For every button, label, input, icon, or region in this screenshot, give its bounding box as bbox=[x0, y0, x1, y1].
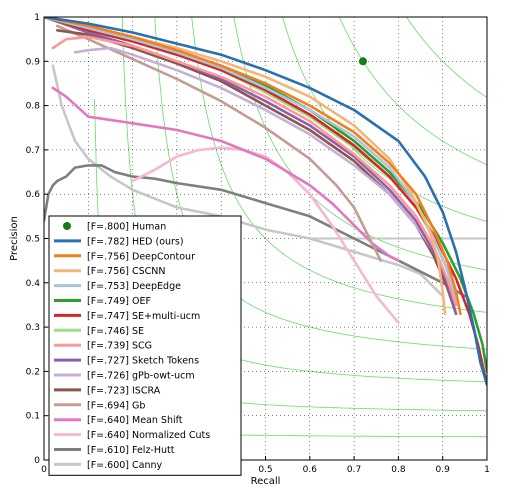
y-tick-label: 0.3 bbox=[26, 323, 40, 333]
iso-f-curve bbox=[282, 17, 487, 222]
legend-label: [F=.756] CSCNN bbox=[87, 266, 166, 277]
legend-label: [F=.800] Human bbox=[87, 222, 166, 233]
y-tick-label: 0.7 bbox=[26, 146, 40, 156]
series-line bbox=[44, 164, 467, 298]
series-line bbox=[131, 146, 400, 324]
series-line bbox=[44, 17, 458, 298]
legend-label: [F=.726] gPb-owt-ucm bbox=[87, 371, 195, 382]
x-tick-label: 0.8 bbox=[391, 465, 406, 475]
legend-label: [F=.747] SE+multi-ucm bbox=[87, 311, 200, 322]
y-tick-label: 0.4 bbox=[26, 279, 41, 289]
x-tick-label: 0.6 bbox=[303, 465, 318, 475]
legend-label: [F=.756] DeepContour bbox=[87, 251, 195, 262]
series-line bbox=[56, 29, 458, 316]
y-tick-label: 0.2 bbox=[26, 367, 40, 377]
y-axis-label: Precision bbox=[9, 216, 20, 261]
legend-marker-human bbox=[63, 222, 71, 230]
legend-label: [F=.640] Mean Shift bbox=[87, 415, 183, 426]
series-line bbox=[44, 17, 487, 386]
legend-label: [F=.782] HED (ours) bbox=[87, 236, 184, 247]
legend-label: [F=.749] OEF bbox=[87, 296, 151, 307]
y-tick-label: 0.6 bbox=[26, 190, 41, 200]
legend-label: [F=.600] Canny bbox=[87, 460, 163, 471]
legend-label: [F=.753] DeepEdge bbox=[87, 281, 181, 292]
y-tick-label: 0.1 bbox=[26, 412, 40, 422]
y-tick-label: 1 bbox=[34, 13, 40, 23]
series-layer bbox=[44, 17, 487, 386]
x-tick-label: 1 bbox=[484, 465, 490, 475]
series-line bbox=[44, 17, 487, 386]
x-tick-label: 0.5 bbox=[258, 465, 272, 475]
legend-label: [F=.610] Felz-Hutt bbox=[87, 445, 175, 456]
x-tick-label: 0 bbox=[41, 465, 47, 475]
x-tick-label: 0.9 bbox=[436, 465, 451, 475]
legend-label: [F=.727] Sketch Tokens bbox=[87, 356, 199, 367]
series-line bbox=[51, 64, 444, 298]
iso-f-curve bbox=[191, 17, 487, 313]
legend-label: [F=.694] Gb bbox=[87, 400, 145, 411]
legend: [F=.800] Human [F=.782] HED (ours) [F=.756… bbox=[48, 215, 242, 476]
series-line bbox=[56, 24, 382, 262]
series-line bbox=[44, 17, 462, 316]
legend-label: [F=.723] ISCRA bbox=[87, 385, 161, 396]
iso-f-curve bbox=[338, 17, 487, 166]
y-tick-label: 0.9 bbox=[26, 57, 41, 67]
iso-f-curve bbox=[406, 17, 487, 98]
x-axis-label: Recall bbox=[251, 476, 281, 487]
axis-ticks: 00.10.20.30.40.50.60.70.80.9100.10.20.30… bbox=[26, 13, 490, 475]
y-tick-label: 0 bbox=[34, 456, 40, 466]
legend-label: [F=.739] SCG bbox=[87, 341, 152, 352]
legend-label: [F=.746] SE bbox=[87, 326, 144, 337]
y-tick-label: 0.8 bbox=[26, 102, 41, 112]
human-point-marker bbox=[358, 57, 367, 66]
y-tick-label: 0.5 bbox=[26, 235, 40, 245]
series-line bbox=[51, 35, 458, 307]
x-tick-label: 0.7 bbox=[347, 465, 361, 475]
legend-label: [F=.640] Normalized Cuts bbox=[87, 430, 210, 441]
